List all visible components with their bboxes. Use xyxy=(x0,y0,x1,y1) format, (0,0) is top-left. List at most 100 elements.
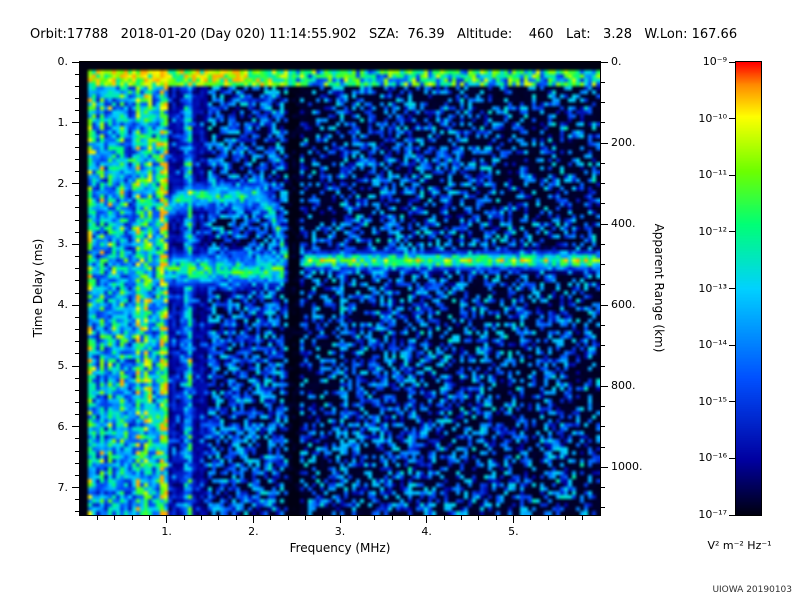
spectrogram-canvas xyxy=(80,62,600,515)
y-axis-major-tick xyxy=(72,426,79,428)
y-axis-minor-tick xyxy=(75,97,79,99)
x-axis-minor-tick xyxy=(287,516,289,520)
y-axis-minor-tick xyxy=(75,389,79,391)
right-axis-tick-label: 400. xyxy=(611,217,636,231)
x-axis-minor-tick xyxy=(495,516,497,520)
y-axis-minor-tick xyxy=(75,450,79,452)
colorbar-tick-label: 10⁻¹³ xyxy=(698,281,727,295)
y-axis-minor-tick xyxy=(75,414,79,416)
y-axis-minor-tick xyxy=(75,158,79,160)
x-axis-minor-tick xyxy=(235,516,237,520)
x-axis-major-tick xyxy=(252,516,254,523)
x-axis-major-tick xyxy=(339,516,341,523)
right-axis-minor-tick xyxy=(601,162,605,164)
x-axis-minor-tick xyxy=(374,516,376,520)
y-axis-tick-label: 7. xyxy=(57,480,69,494)
y-axis-title-left: Time Delay (ms) xyxy=(31,238,45,338)
right-axis-minor-tick xyxy=(601,284,605,286)
x-axis-minor-tick xyxy=(322,516,324,520)
colorbar-tick xyxy=(729,401,735,403)
colorbar-tick xyxy=(729,61,735,63)
right-axis-tick-label: 0. xyxy=(611,54,622,68)
colorbar-tick xyxy=(729,231,735,233)
y-axis-minor-tick xyxy=(75,316,79,318)
right-axis-minor-tick xyxy=(601,243,605,245)
right-axis-tick-label: 800. xyxy=(611,379,636,393)
right-axis-minor-tick xyxy=(601,345,605,347)
y-axis-tick-label: 6. xyxy=(57,419,69,433)
x-axis-minor-tick xyxy=(96,516,98,520)
right-axis-minor-tick xyxy=(601,324,605,326)
colorbar-tick-label: 10⁻¹⁴ xyxy=(698,338,727,352)
y-axis-minor-tick xyxy=(75,268,79,270)
y-axis-tick-label: 4. xyxy=(57,298,69,312)
y-axis-major-tick xyxy=(72,304,79,306)
y-axis-minor-tick xyxy=(75,207,79,209)
colorbar-tick-label: 10⁻¹⁵ xyxy=(698,394,727,408)
right-axis-minor-tick xyxy=(601,507,605,509)
right-axis-major-tick xyxy=(601,304,608,306)
x-axis-title: Frequency (MHz) xyxy=(289,541,391,555)
y-axis-tick-label: 3. xyxy=(57,237,69,251)
right-axis-minor-tick xyxy=(601,264,605,266)
right-axis-tick-label: 200. xyxy=(611,136,636,150)
colorbar-tick xyxy=(729,344,735,346)
x-axis-major-tick xyxy=(166,516,168,523)
y-axis-minor-tick xyxy=(75,256,79,258)
y-axis-minor-tick xyxy=(75,511,79,513)
right-axis-minor-tick xyxy=(601,203,605,205)
x-axis-minor-tick xyxy=(460,516,462,520)
right-axis-major-tick xyxy=(601,61,608,63)
x-axis-major-tick xyxy=(512,516,514,523)
y-axis-major-tick xyxy=(72,61,79,63)
right-axis-tick-label: 600. xyxy=(611,298,636,312)
x-axis-minor-tick xyxy=(356,516,358,520)
y-axis-minor-tick xyxy=(75,73,79,75)
x-axis-tick-label: 5. xyxy=(508,525,519,538)
y-axis-minor-tick xyxy=(75,134,79,136)
y-axis-minor-tick xyxy=(75,195,79,197)
colorbar-units-label: V² m⁻² Hz⁻¹ xyxy=(707,539,772,552)
y-axis-title-right: Apparent Range (km) xyxy=(652,223,666,353)
y-axis-major-tick xyxy=(72,243,79,245)
y-axis-minor-tick xyxy=(75,85,79,87)
colorbar-tick-label: 10⁻¹² xyxy=(698,224,727,238)
colorbar-frame xyxy=(735,61,762,516)
y-axis-tick-label: 2. xyxy=(57,176,69,190)
y-axis-minor-tick xyxy=(75,280,79,282)
y-axis-minor-tick xyxy=(75,219,79,221)
y-axis-minor-tick xyxy=(75,462,79,464)
colorbar-tick-label: 10⁻¹⁷ xyxy=(698,507,727,521)
y-axis-minor-tick xyxy=(75,292,79,294)
x-axis-minor-tick xyxy=(564,516,566,520)
right-axis-major-tick xyxy=(601,466,608,468)
x-axis-tick-label: 3. xyxy=(334,525,346,538)
colorbar-tick-label: 10⁻⁹ xyxy=(702,54,727,68)
header-info: Orbit:17788 2018-01-20 (Day 020) 11:14:5… xyxy=(30,27,738,42)
x-axis-minor-tick xyxy=(530,516,532,520)
y-axis-minor-tick xyxy=(75,377,79,379)
x-axis-minor-tick xyxy=(183,516,185,520)
y-axis-minor-tick xyxy=(75,329,79,331)
y-axis-tick-label: 5. xyxy=(57,358,69,372)
y-axis-minor-tick xyxy=(75,402,79,403)
colorbar-tick xyxy=(729,514,735,516)
x-axis-minor-tick xyxy=(148,516,150,520)
y-axis-major-tick xyxy=(72,365,79,367)
x-axis-minor-tick xyxy=(200,516,202,520)
colorbar-tick xyxy=(729,174,735,176)
right-axis-tick-label: 1000. xyxy=(611,460,643,474)
y-axis-minor-tick xyxy=(75,170,79,172)
x-axis-tick-label: 1. xyxy=(161,525,172,538)
right-axis-major-tick xyxy=(601,223,608,225)
y-axis-major-tick xyxy=(72,487,79,489)
right-axis-minor-tick xyxy=(601,81,605,83)
x-axis-tick-label: 2. xyxy=(248,525,259,538)
x-axis-minor-tick xyxy=(547,516,549,520)
x-axis-minor-tick xyxy=(443,516,445,520)
colorbar-canvas xyxy=(736,62,761,515)
y-axis-minor-tick xyxy=(75,353,79,355)
x-axis-minor-tick xyxy=(131,516,133,520)
x-axis-minor-tick xyxy=(391,516,393,520)
